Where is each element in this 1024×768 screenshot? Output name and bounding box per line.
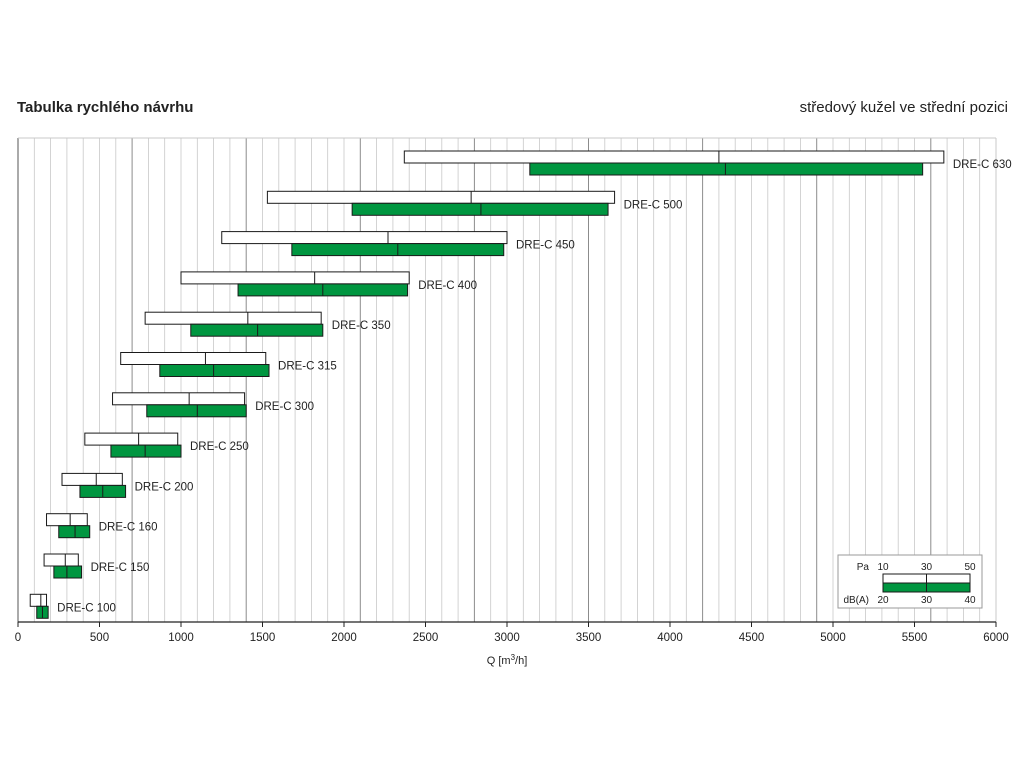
bar-label: DRE-C 450: [516, 240, 575, 252]
x-tick-label: 2000: [331, 632, 357, 644]
legend-db-tick: 20: [877, 595, 889, 606]
x-axis: 0 500 1000 1500 2000 2500 3000 3500 4000 4500 5000…: [15, 621, 1009, 667]
bar-label: DRE-C 500: [624, 199, 683, 211]
pa-range-bar: [46, 513, 88, 527]
x-tick-label: 6000: [983, 632, 1009, 644]
grid: [17, 137, 997, 622]
bar-label: DRE-C 630: [953, 159, 1012, 171]
pa-range-bar: [144, 311, 322, 325]
x-tick-label: 4000: [657, 632, 683, 644]
bar-label: DRE-C 160: [99, 522, 158, 534]
pa-range-bar: [29, 593, 48, 607]
pa-range-bar: [180, 271, 410, 285]
pa-range-bar: [61, 472, 123, 486]
legend-pa-tick: 50: [964, 562, 976, 573]
db-range-bar: [58, 525, 91, 539]
x-tick-label: 3000: [494, 632, 520, 644]
bar-label: DRE-C 100: [57, 602, 116, 614]
legend-pa-tick: 10: [877, 562, 889, 573]
db-range-bar: [53, 565, 83, 579]
db-range-bar: [529, 162, 924, 176]
pa-range-bar: [43, 553, 79, 567]
x-axis-title-superscript: 3: [511, 653, 516, 662]
pa-range-bar: [84, 432, 179, 446]
db-range-bar: [159, 364, 270, 377]
bar-labels: DRE-C 630 DRE-C 500 DRE-C 450 DRE-C 400 DRE-…: [57, 159, 1011, 614]
legend-pa-tick: 30: [921, 562, 933, 573]
db-range-bar: [351, 202, 609, 216]
page-subtitle: středový kužel ve střední pozici: [799, 99, 1008, 116]
bar-label: DRE-C 315: [278, 361, 337, 373]
db-range-bar: [110, 444, 182, 458]
x-tick-label: 3500: [576, 632, 602, 644]
bar-label: DRE-C 350: [332, 320, 391, 332]
legend-db-label: dB(A): [843, 595, 869, 606]
legend-pa-label: Pa: [857, 562, 870, 573]
bars: [29, 150, 945, 619]
pa-range-bar: [221, 231, 508, 245]
x-tick-label: 1000: [168, 632, 194, 644]
x-tick-label: 0: [15, 632, 21, 644]
legend-db-tick: 40: [964, 595, 976, 606]
bar-label: DRE-C 150: [91, 562, 150, 574]
x-tick-label: 2500: [413, 632, 439, 644]
db-range-bar: [146, 404, 247, 418]
x-tick-label: 500: [90, 632, 109, 644]
bar-label: DRE-C 200: [135, 481, 194, 493]
pa-range-bar: [112, 392, 246, 406]
pa-range-bar: [120, 352, 267, 365]
bar-label: DRE-C 250: [190, 441, 249, 453]
legend: Pa 10 30 50 dB(A) 20 30 40: [837, 554, 983, 609]
x-tick-label: 5000: [820, 632, 846, 644]
x-tick-label: 1500: [250, 632, 276, 644]
pa-range-bar: [403, 150, 945, 164]
x-tick-label: 5500: [902, 632, 928, 644]
pa-range-bar: [266, 190, 616, 204]
x-axis-title-suffix: /h]: [515, 655, 527, 667]
legend-db-tick: 30: [921, 595, 933, 606]
page-title: Tabulka rychlého návrhu: [17, 99, 194, 116]
bar-label: DRE-C 400: [418, 280, 477, 292]
x-axis-title-prefix: Q [m: [487, 655, 511, 667]
bar-label: DRE-C 300: [255, 401, 314, 413]
db-range-bar: [190, 323, 324, 337]
x-axis-title: Q [m3/h]: [487, 653, 528, 667]
x-tick-label: 4500: [739, 632, 765, 644]
